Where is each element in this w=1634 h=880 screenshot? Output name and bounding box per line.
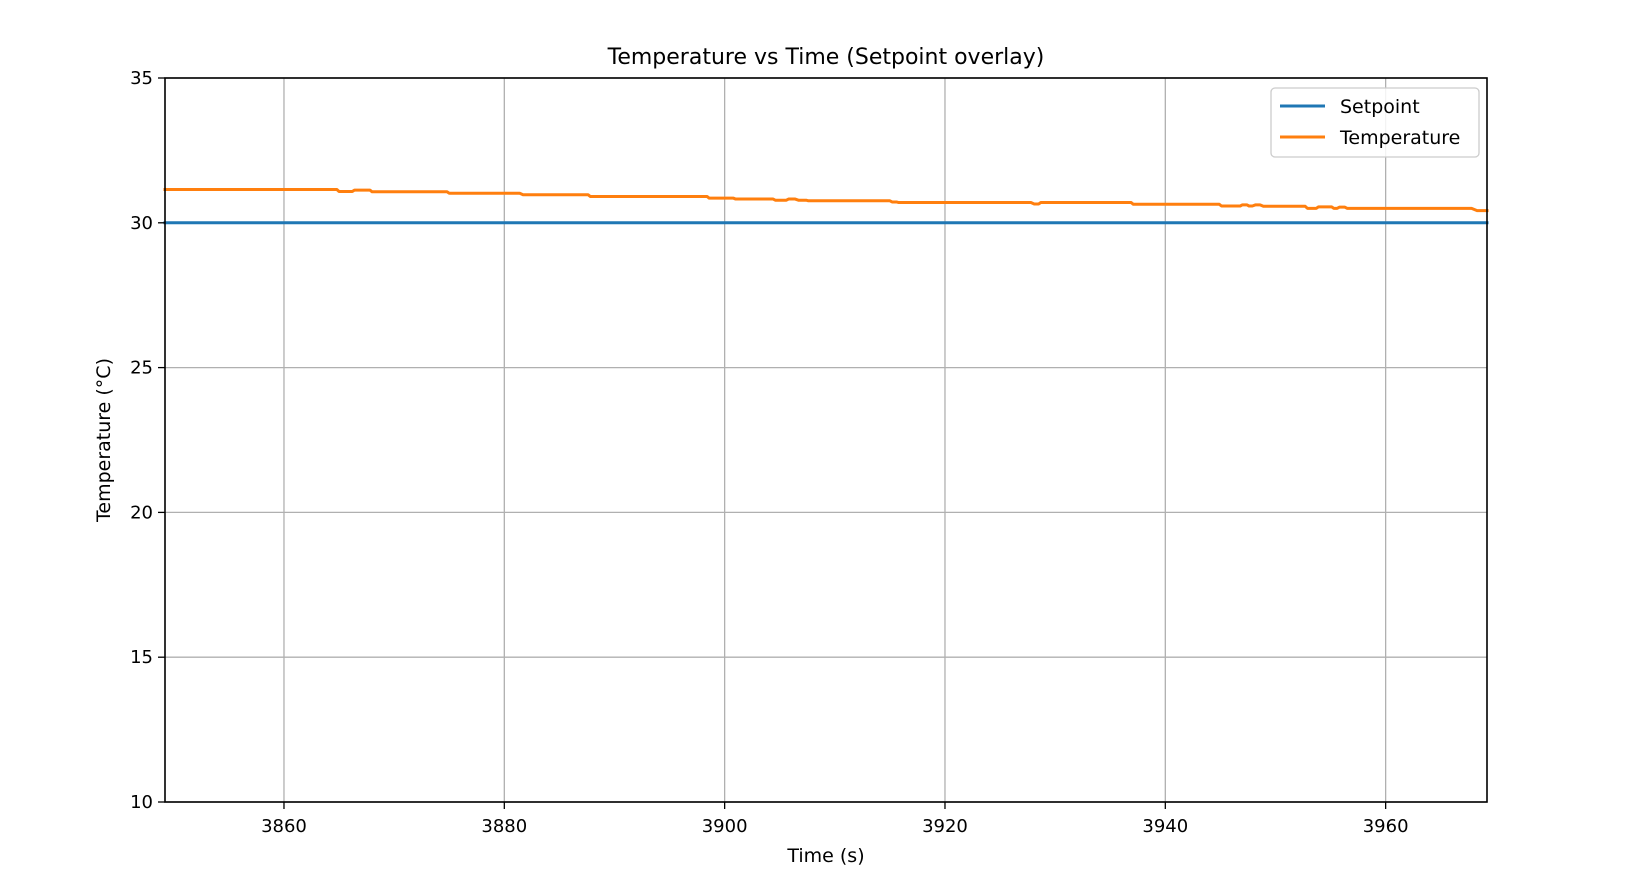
x-tick-label: 3860 bbox=[261, 816, 307, 837]
x-tick-label: 3960 bbox=[1363, 816, 1409, 837]
x-tick-label: 3920 bbox=[922, 816, 968, 837]
y-tick-label: 30 bbox=[130, 213, 153, 234]
chart-title: Temperature vs Time (Setpoint overlay) bbox=[607, 45, 1045, 70]
legend: Setpoint Temperature bbox=[1270, 87, 1480, 158]
x-tick-label: 3900 bbox=[702, 816, 748, 837]
y-tick-label: 10 bbox=[130, 792, 153, 813]
plot-frame bbox=[164, 77, 1488, 803]
temperature-legend-label: Temperature bbox=[1339, 127, 1460, 149]
y-tick-label: 20 bbox=[130, 502, 153, 523]
x-tick-label: 3880 bbox=[481, 816, 527, 837]
y-tick-label: 25 bbox=[130, 358, 153, 379]
series-lines bbox=[163, 188, 1489, 225]
x-tick-label: 3940 bbox=[1142, 816, 1188, 837]
y-tick-label: 15 bbox=[130, 647, 153, 668]
axis-ticks: 3860 3880 3900 3920 3940 3960 10 15 20 25 30 35 bbox=[130, 68, 1408, 837]
setpoint-legend-label: Setpoint bbox=[1340, 96, 1420, 118]
y-tick-label: 35 bbox=[130, 68, 153, 89]
temperature-series-line bbox=[163, 188, 1489, 213]
x-axis-label: Time (s) bbox=[786, 845, 864, 867]
y-axis-label: Temperature (°C) bbox=[93, 358, 115, 523]
